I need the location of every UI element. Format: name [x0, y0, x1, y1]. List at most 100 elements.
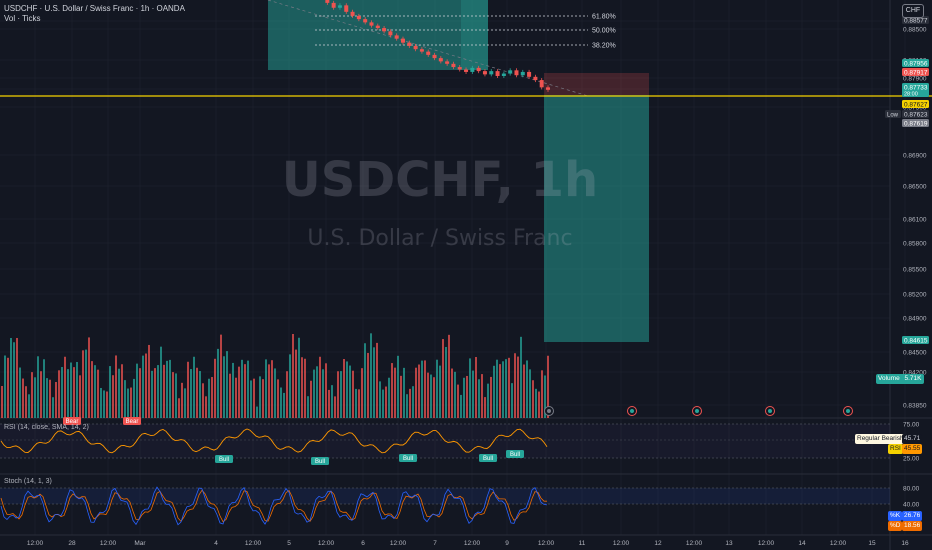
volume-bar: [469, 358, 471, 418]
volume-bar: [496, 359, 498, 418]
time-axis[interactable]: 12:00 28 12:00 Mar 4 12:00 5 12:00 6 12:00 7 12:00 9…: [27, 540, 909, 547]
symbol-legend: USDCHF · U.S. Dollar / Swiss Franc · 1h …: [4, 4, 185, 24]
candle-body: [457, 67, 462, 70]
price-axis-tick: 0.87900: [903, 76, 927, 83]
price-badge: [902, 100, 929, 108]
volume-bar: [520, 336, 522, 418]
time-axis-tick: 11: [579, 540, 586, 547]
legend-volume-line[interactable]: Vol · Ticks: [4, 14, 41, 23]
volume-bar: [412, 386, 414, 418]
volume-bar: [529, 369, 531, 418]
price-axis[interactable]: 0.885770.885000.881000.879000.877000.875…: [903, 19, 927, 410]
price-badge: [902, 83, 929, 97]
divergence-badge: [479, 454, 497, 462]
price-badge-tag: [885, 110, 901, 118]
short-position-stop-zone[interactable]: [544, 73, 649, 95]
time-axis-tick: 4: [214, 540, 218, 547]
volume-bar: [313, 369, 315, 418]
divergence-label: Bear: [126, 419, 139, 425]
volume-bar: [211, 377, 213, 418]
volume-bar: [70, 362, 72, 418]
candle-body: [419, 49, 424, 52]
divergence-badge: [63, 417, 81, 425]
volume-bar: [274, 368, 276, 418]
volume-bar: [490, 376, 492, 418]
candle-body: [489, 71, 494, 75]
candle-body: [438, 58, 443, 62]
volume-bar: [262, 379, 264, 418]
stoch-k-label: %K: [888, 511, 903, 521]
candlestick-series: [320, 0, 550, 92]
volume-bar: [352, 370, 354, 418]
stoch-band: [0, 488, 890, 504]
candle-body: [514, 70, 519, 76]
volume-bar: [142, 355, 144, 418]
volume-bar: [139, 368, 141, 418]
long-position-target-zone[interactable]: [268, 0, 488, 70]
volume-bar: [301, 357, 303, 418]
rsi-pane-title[interactable]: RSI (14, close, SMA, 14, 2): [4, 424, 89, 431]
divergence-badge: [123, 417, 141, 425]
volume-bar: [28, 394, 30, 418]
candle-body: [482, 71, 487, 75]
price-badge-value: 0.87917: [904, 70, 928, 77]
volume-bar: [373, 347, 375, 418]
volume-bar: [478, 379, 480, 418]
candle-body: [363, 19, 368, 23]
currency-button[interactable]: CHF: [902, 4, 924, 18]
volume-bar: [334, 396, 336, 418]
volume-bar: [124, 380, 126, 418]
volume-bar: [127, 388, 129, 418]
short-position-target-zone[interactable]: [544, 95, 649, 342]
long-position-stop-zone[interactable]: [461, 0, 488, 70]
volume-series: [1, 333, 549, 418]
volume-bar: [307, 396, 309, 418]
volume-bar: [367, 352, 369, 418]
divergence-label: Bull: [403, 456, 413, 462]
volume-bar: [196, 367, 198, 418]
economic-events[interactable]: [544, 406, 853, 416]
volume-bar: [349, 365, 351, 418]
volume-bar: [376, 342, 378, 418]
price-badge: [902, 68, 929, 76]
volume-bar: [79, 375, 81, 418]
volume-bar: [154, 368, 156, 418]
time-axis-tick: 28: [68, 540, 76, 547]
time-axis-tick: 5: [287, 540, 291, 547]
time-axis-tick: 12: [654, 540, 662, 547]
volume-bar: [82, 350, 84, 418]
price-axis-tick: 0.86100: [903, 217, 927, 224]
candle-body: [527, 71, 532, 77]
time-axis-tick: 14: [798, 540, 806, 547]
volume-bar: [10, 337, 12, 418]
time-axis-tick: 12:00: [686, 540, 703, 547]
volume-bar: [22, 378, 24, 418]
volume-bar: [25, 386, 27, 418]
volume-bar: [439, 365, 441, 418]
volume-bar: [310, 380, 312, 418]
stoch-pane-title[interactable]: Stoch (14, 1, 3): [4, 478, 52, 485]
volume-bar: [292, 333, 294, 418]
volume-bar: [121, 364, 123, 418]
time-axis-tick: 9: [505, 540, 509, 547]
volume-bar: [256, 406, 258, 418]
volume-bar: [466, 375, 468, 418]
candle-body: [520, 71, 525, 76]
volume-bar: [286, 371, 288, 418]
candle-body: [539, 80, 544, 88]
candle-body: [508, 70, 513, 74]
price-badge: [902, 59, 929, 67]
volume-bar: [289, 354, 291, 418]
volume-bar: [112, 375, 114, 418]
candle-body: [350, 11, 355, 16]
time-axis-tick: 12:00: [390, 540, 407, 547]
candle-body: [337, 5, 342, 8]
divergence-badge: [506, 450, 524, 458]
time-axis-tick: 16: [901, 540, 909, 547]
volume-bar: [448, 334, 450, 418]
stoch-k-line: [0, 486, 548, 526]
legend-symbol-line[interactable]: USDCHF · U.S. Dollar / Swiss Franc · 1h …: [4, 4, 185, 13]
